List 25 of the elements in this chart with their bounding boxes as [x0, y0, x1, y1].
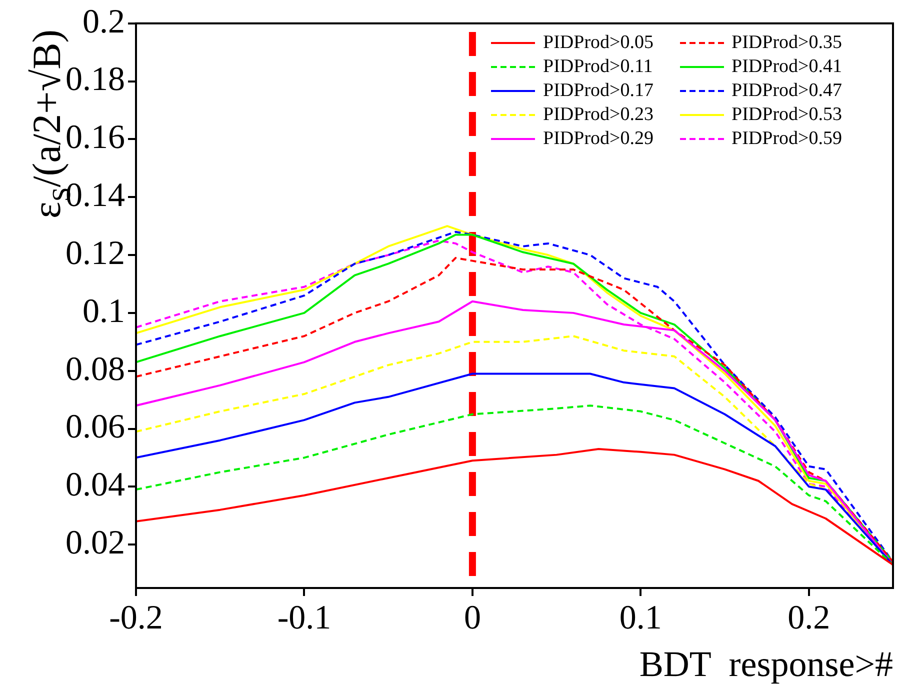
y-tick-label: 0.16: [66, 119, 125, 156]
y-tick-label: 0.02: [66, 524, 125, 562]
y-tick-label: 0.12: [66, 234, 125, 272]
legend-label: PIDProd>0.41: [732, 56, 842, 78]
y-tick-label: 0.18: [66, 61, 125, 98]
legend-label: PIDProd>0.05: [543, 32, 654, 54]
legend-label: PIDProd>0.17: [543, 80, 654, 102]
legend-label: PIDProd>0.47: [732, 80, 842, 102]
x-tick-label: -0.2: [109, 599, 163, 636]
x-tick-label: 0.2: [788, 599, 830, 636]
y-tick-label: 0.08: [66, 350, 125, 388]
legend-label: PIDProd>0.23: [543, 104, 654, 126]
legend-label: PIDProd>0.53: [732, 104, 842, 126]
x-tick-label: -0.1: [277, 599, 332, 636]
x-tick-label: 0: [464, 599, 481, 636]
x-tick-label: 0.1: [619, 599, 662, 636]
legend-label: PIDProd>0.11: [543, 56, 653, 78]
y-tick-label: 0.06: [66, 408, 125, 446]
y-tick-label: 0.04: [66, 466, 125, 504]
legend-label: PIDProd>0.35: [732, 32, 842, 54]
y-tick-label: 0.1: [82, 292, 125, 330]
x-axis-title: BDT response>#: [639, 644, 893, 684]
legend-label: PIDProd>0.29: [543, 128, 654, 150]
legend-label: PIDProd>0.59: [732, 128, 842, 150]
y-tick-label: 0.2: [82, 3, 125, 40]
